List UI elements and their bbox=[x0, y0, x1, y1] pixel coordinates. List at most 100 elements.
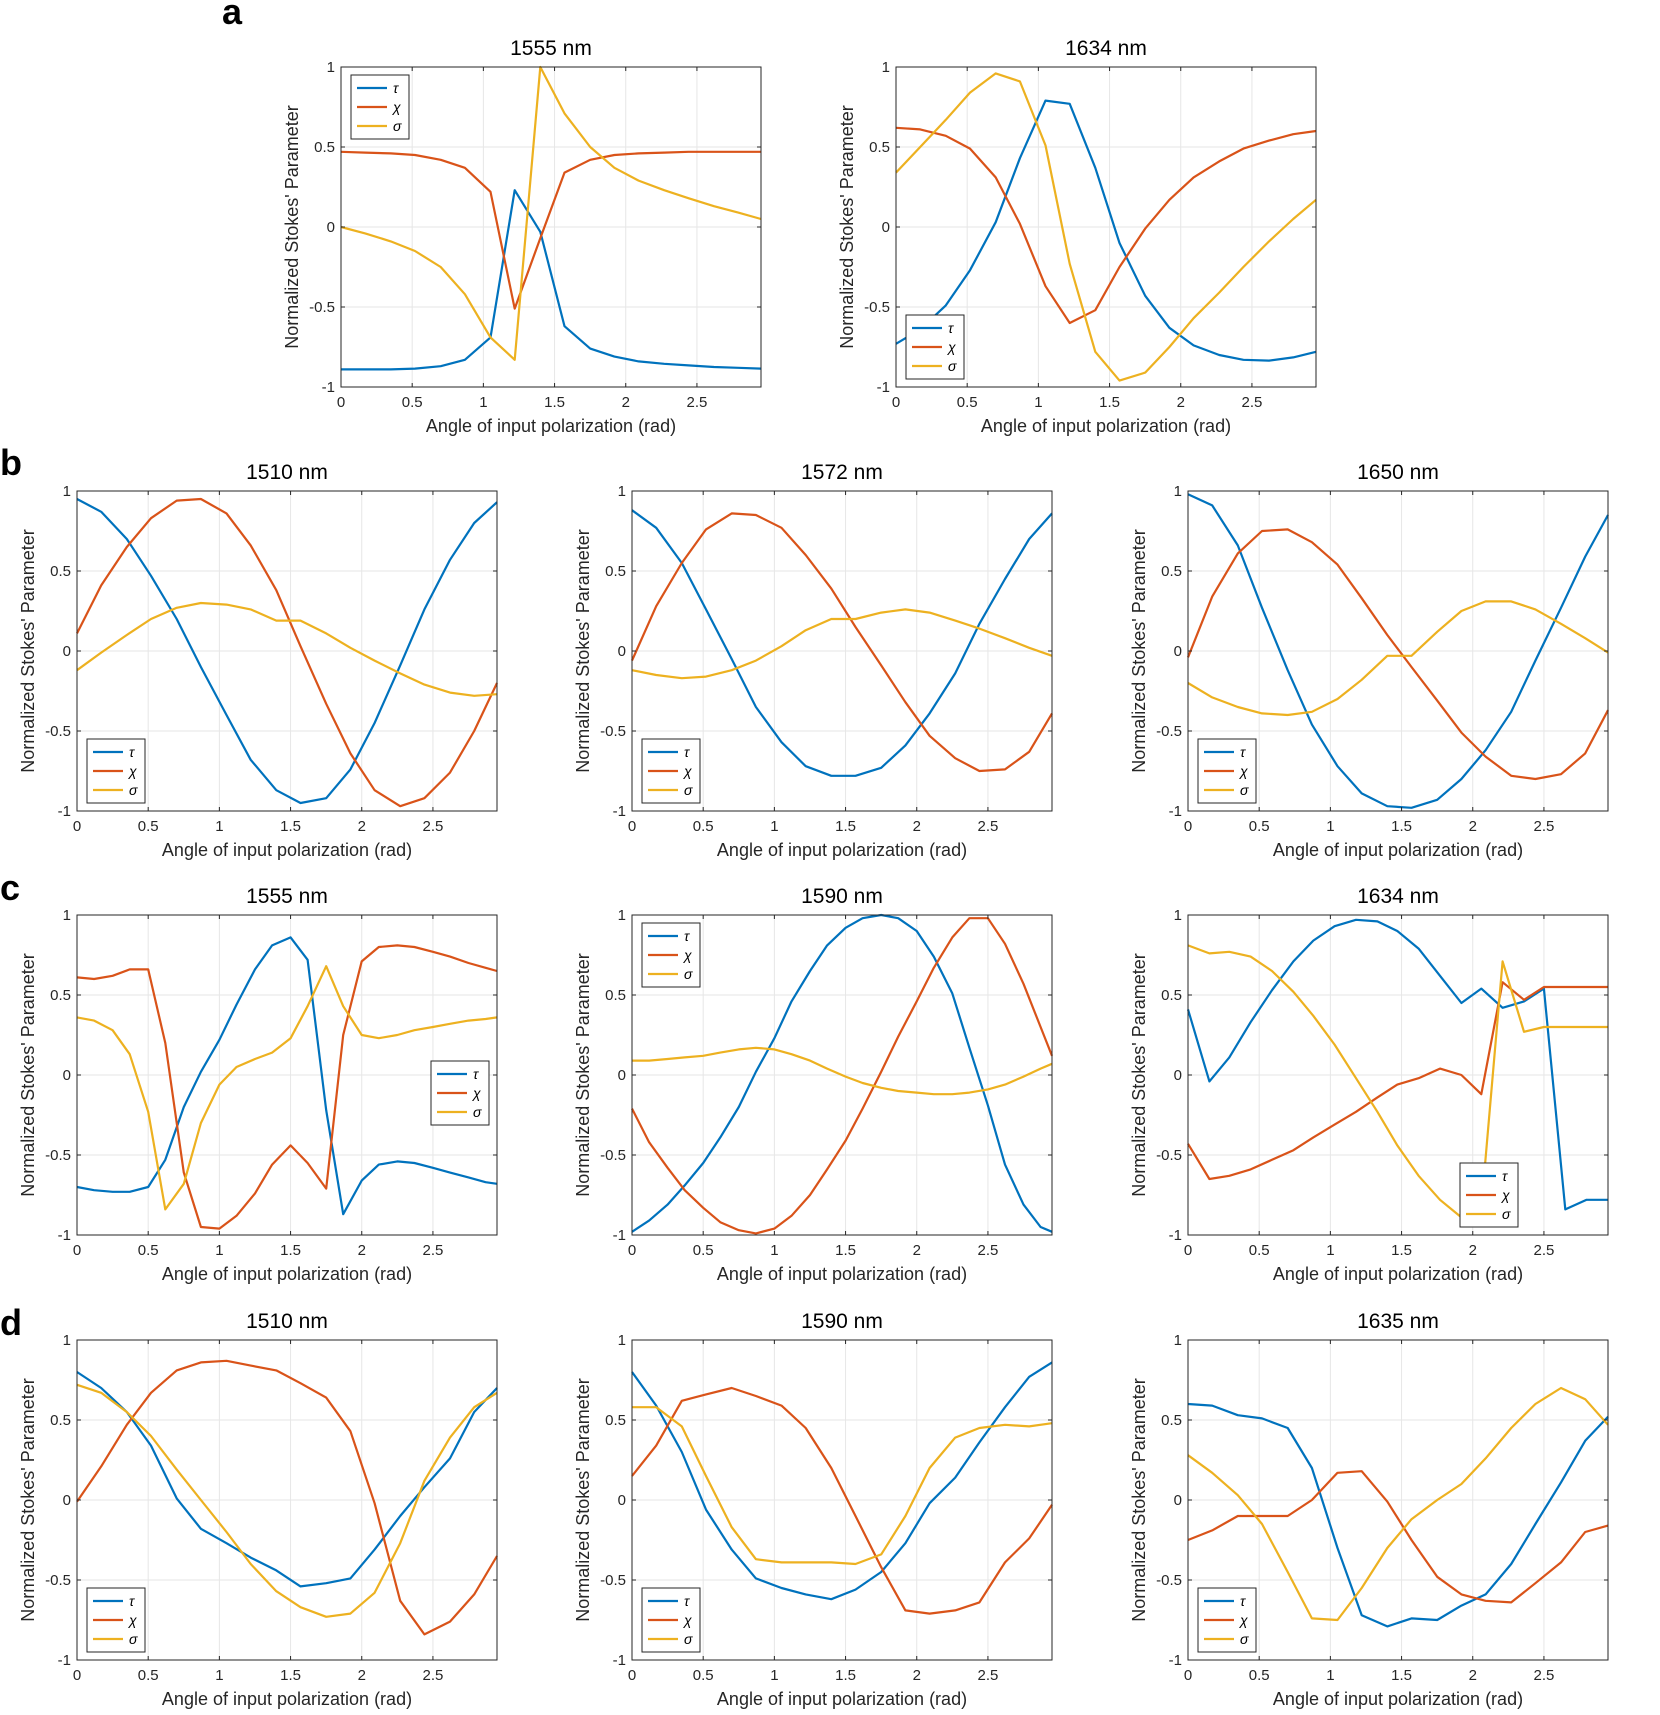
x-tick-label: 0 bbox=[73, 1242, 81, 1259]
series-line-sigma bbox=[1187, 1386, 1609, 1622]
series-line-tau bbox=[76, 498, 498, 805]
legend-label-chi: χ bbox=[946, 339, 956, 355]
y-tick-label: -0.5 bbox=[600, 1572, 626, 1589]
x-tick-label: 2.5 bbox=[978, 818, 999, 835]
legend-label-sigma: σ bbox=[1240, 1631, 1249, 1647]
y-tick-label: -0.5 bbox=[600, 1147, 626, 1164]
y-tick-label: -0.5 bbox=[600, 723, 626, 740]
chart-d1: 0 0.5 1 1.5 2 2.5 -1 -0.5 0 0.5 1 1510 nm Angle of i… bbox=[18, 1310, 498, 1709]
chart-title: 1510 nm bbox=[246, 461, 328, 484]
y-axis-label: Normalized Stokes' Parameter bbox=[573, 953, 593, 1197]
x-tick-label: 2.5 bbox=[1242, 394, 1263, 411]
x-tick-label: 0.5 bbox=[402, 394, 423, 411]
x-tick-label: 0.5 bbox=[138, 818, 159, 835]
x-axis-label: Angle of input polarization (rad) bbox=[1273, 1264, 1523, 1284]
chart-title: 1634 nm bbox=[1357, 885, 1439, 908]
series-line-chi bbox=[895, 126, 1317, 325]
legend-label-tau: τ bbox=[473, 1066, 479, 1082]
y-tick-label: -1 bbox=[613, 1227, 626, 1244]
y-axis-label: Normalized Stokes' Parameter bbox=[282, 105, 302, 349]
y-tick-label: 0 bbox=[618, 1492, 626, 1509]
legend-label-chi: χ bbox=[682, 1612, 692, 1628]
y-tick-label: 0.5 bbox=[605, 563, 626, 580]
series-line-sigma bbox=[76, 965, 498, 1211]
x-tick-label: 0 bbox=[628, 1667, 636, 1684]
x-axis-label: Angle of input polarization (rad) bbox=[162, 1689, 412, 1709]
x-tick-label: 2.5 bbox=[1534, 818, 1555, 835]
x-tick-label: 0.5 bbox=[138, 1242, 159, 1259]
series-line-sigma bbox=[76, 601, 498, 697]
x-tick-label: 0.5 bbox=[1249, 1242, 1270, 1259]
x-tick-label: 0 bbox=[892, 394, 900, 411]
x-axis-label: Angle of input polarization (rad) bbox=[1273, 1689, 1523, 1709]
x-tick-label: 1 bbox=[215, 1242, 223, 1259]
x-tick-label: 2.5 bbox=[423, 1667, 444, 1684]
chart-title: 1510 nm bbox=[246, 1310, 328, 1333]
legend: τχσ bbox=[905, 314, 965, 380]
y-tick-label: 0.5 bbox=[314, 139, 335, 156]
series-line-tau bbox=[76, 936, 498, 1216]
legend: τχσ bbox=[641, 738, 701, 804]
y-tick-label: 1 bbox=[63, 1332, 71, 1349]
legend-label-chi: χ bbox=[127, 1612, 137, 1628]
x-tick-label: 1.5 bbox=[835, 1667, 856, 1684]
y-tick-label: 1 bbox=[1174, 483, 1182, 500]
series-line-tau bbox=[341, 189, 762, 371]
x-tick-label: 0 bbox=[1184, 1242, 1192, 1259]
charts-container: 0 0.5 1 1.5 2 2.5 -1 -0.5 0 0.5 1 1555 nm Angle of i… bbox=[18, 37, 1609, 1709]
x-tick-label: 2.5 bbox=[1534, 1242, 1555, 1259]
legend-label-tau: τ bbox=[1502, 1168, 1508, 1184]
x-tick-label: 2 bbox=[1177, 394, 1185, 411]
x-tick-label: 0 bbox=[1184, 818, 1192, 835]
y-tick-label: 0 bbox=[618, 643, 626, 660]
series-line-sigma bbox=[895, 72, 1317, 382]
legend: τχσ bbox=[1459, 1162, 1519, 1228]
x-tick-label: 2 bbox=[913, 1667, 921, 1684]
y-tick-label: -1 bbox=[58, 1227, 71, 1244]
x-axis-label: Angle of input polarization (rad) bbox=[981, 416, 1231, 436]
y-tick-label: 0.5 bbox=[869, 139, 890, 156]
series-line-tau bbox=[1187, 493, 1609, 809]
series-line-chi bbox=[76, 1359, 498, 1636]
chart-title: 1555 nm bbox=[510, 37, 592, 60]
chart-title: 1555 nm bbox=[246, 885, 328, 908]
y-tick-label: 0 bbox=[618, 1067, 626, 1084]
chart-d3: 0 0.5 1 1.5 2 2.5 -1 -0.5 0 0.5 1 1635 nm Angle of i… bbox=[1129, 1310, 1609, 1709]
panel-label-d: d bbox=[0, 1302, 22, 1343]
series-line-chi bbox=[340, 150, 761, 310]
series-line-tau bbox=[631, 913, 1053, 1233]
y-tick-label: -0.5 bbox=[1156, 723, 1182, 740]
x-axis-label: Angle of input polarization (rad) bbox=[162, 840, 412, 860]
chart-title: 1650 nm bbox=[1357, 461, 1439, 484]
y-tick-label: -0.5 bbox=[45, 1572, 71, 1589]
x-tick-label: 0 bbox=[337, 394, 345, 411]
x-tick-label: 1 bbox=[1326, 1667, 1334, 1684]
y-tick-label: 1 bbox=[618, 1332, 626, 1349]
x-tick-label: 2.5 bbox=[1534, 1667, 1555, 1684]
x-tick-label: 0.5 bbox=[138, 1667, 159, 1684]
x-tick-label: 2 bbox=[1469, 818, 1477, 835]
y-axis-label: Normalized Stokes' Parameter bbox=[18, 529, 38, 773]
y-tick-label: 0 bbox=[1174, 643, 1182, 660]
x-tick-label: 0.5 bbox=[1249, 818, 1270, 835]
y-tick-label: 0 bbox=[1174, 1492, 1182, 1509]
y-tick-label: 0.5 bbox=[1161, 1412, 1182, 1429]
legend-label-chi: χ bbox=[391, 99, 401, 115]
x-tick-label: 2 bbox=[1469, 1242, 1477, 1259]
chart-d2: 0 0.5 1 1.5 2 2.5 -1 -0.5 0 0.5 1 1590 nm Angle of i… bbox=[573, 1310, 1053, 1709]
y-tick-label: 1 bbox=[63, 483, 71, 500]
legend-label-chi: χ bbox=[682, 763, 692, 779]
legend: τχσ bbox=[86, 738, 146, 804]
series-line-sigma bbox=[632, 1046, 1053, 1096]
legend-label-sigma: σ bbox=[129, 782, 138, 798]
y-tick-label: 0.5 bbox=[1161, 563, 1182, 580]
y-tick-label: 0.5 bbox=[50, 1412, 71, 1429]
y-tick-label: -0.5 bbox=[864, 299, 890, 316]
y-tick-label: -0.5 bbox=[45, 723, 71, 740]
x-tick-label: 2 bbox=[358, 1242, 366, 1259]
y-axis-label: Normalized Stokes' Parameter bbox=[18, 953, 38, 1197]
x-tick-label: 2 bbox=[913, 818, 921, 835]
y-tick-label: -1 bbox=[1169, 1652, 1182, 1669]
x-tick-label: 1.5 bbox=[1391, 818, 1412, 835]
